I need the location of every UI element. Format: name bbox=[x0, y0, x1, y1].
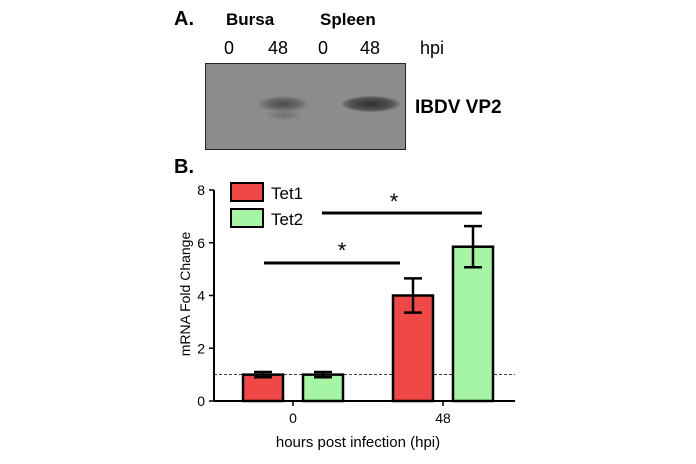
x-tick-label-48: 48 bbox=[435, 410, 451, 426]
y-tick-label-0: 0 bbox=[197, 393, 205, 409]
legend-swatch-tet2 bbox=[230, 208, 264, 228]
significance-star-0: * bbox=[338, 238, 347, 263]
legend-swatch-tet1 bbox=[230, 182, 264, 202]
significance-marks: ** bbox=[264, 189, 482, 265]
band-label: IBDV VP2 bbox=[415, 97, 502, 118]
band-bursa-48 bbox=[258, 96, 308, 112]
x-tick-label-0: 0 bbox=[289, 410, 297, 426]
legend-label-tet2: Tet2 bbox=[271, 210, 303, 229]
bar-tet1-0 bbox=[241, 373, 285, 403]
significance-star-1: * bbox=[390, 189, 399, 214]
western-blot bbox=[205, 63, 406, 150]
band-spleen-48 bbox=[342, 96, 400, 112]
panel-a-label: A. bbox=[174, 8, 194, 30]
lane-spleen-0: 0 bbox=[318, 38, 329, 58]
legend-label-tet1: Tet1 bbox=[271, 184, 303, 203]
lane-bursa-0: 0 bbox=[224, 38, 235, 58]
y-tick-label-4: 8 bbox=[197, 182, 205, 198]
bar-tet2-48 bbox=[451, 245, 495, 403]
y-tick-label-2: 4 bbox=[197, 288, 205, 304]
panel-b-label: B. bbox=[174, 156, 194, 178]
spleen-label: Spleen bbox=[320, 10, 376, 29]
chart-legend: Tet1 Tet2 bbox=[230, 182, 303, 229]
y-tick-label-3: 6 bbox=[197, 235, 205, 251]
lane-bursa-48: 48 bbox=[268, 38, 289, 58]
bursa-label: Bursa bbox=[226, 10, 275, 29]
chart-bars bbox=[241, 224, 495, 403]
y-axis-label: mRNA Fold Change bbox=[177, 232, 193, 357]
bar-tet2-0 bbox=[301, 373, 345, 403]
lane-spleen-48: 48 bbox=[360, 38, 381, 58]
hpi-unit: hpi bbox=[420, 38, 445, 58]
y-tick-label-1: 2 bbox=[197, 340, 205, 356]
x-axis-label: hours post infection (hpi) bbox=[276, 434, 440, 451]
band-faint-bursa bbox=[266, 110, 302, 120]
